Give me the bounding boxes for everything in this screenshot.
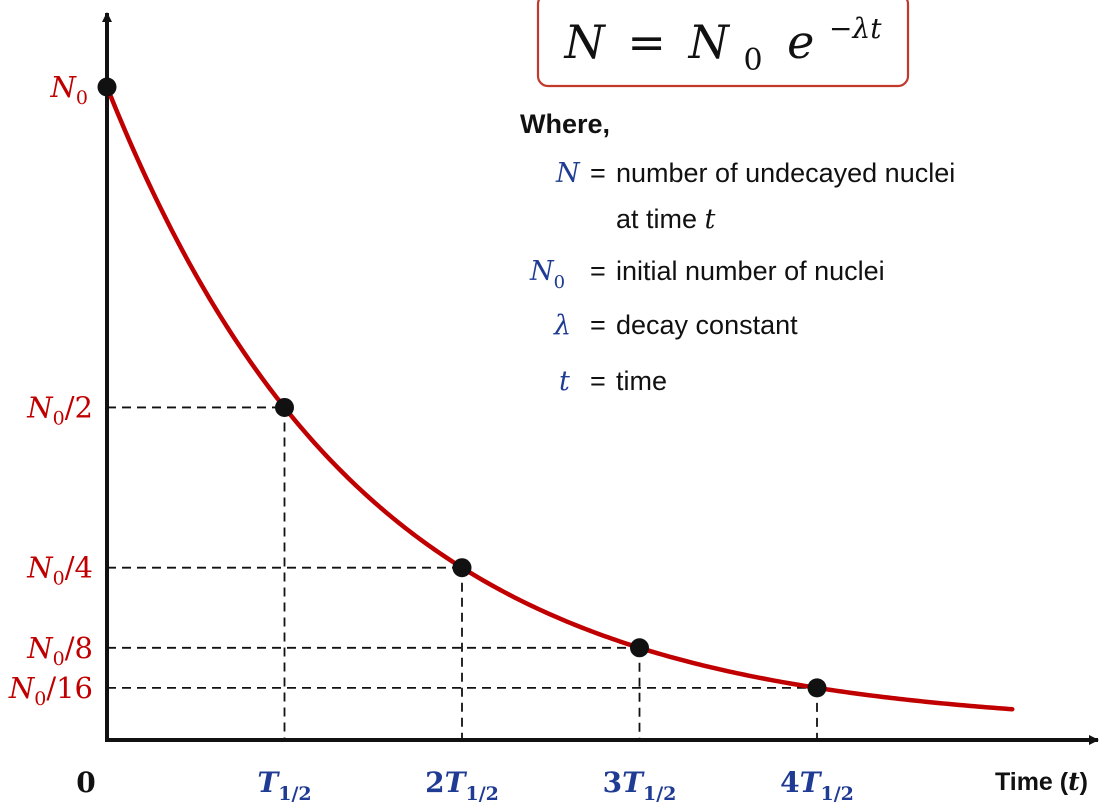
data-point — [630, 638, 649, 658]
equation-text: N = N 0 e −λt — [564, 12, 883, 81]
legend-description: initial number of nuclei — [616, 256, 885, 286]
legend-heading: Where, — [520, 109, 610, 139]
y-tick-subscript: 0 — [53, 648, 65, 670]
legend-item-n0: N0 = initial number of nuclei — [529, 256, 885, 293]
legend-item-lambda: λ = decay constant — [553, 310, 798, 341]
data-point — [452, 558, 472, 578]
data-point — [807, 678, 827, 698]
y-tick-subscript: 0 — [53, 568, 65, 590]
x-tick-subscript: 1/2 — [278, 783, 311, 805]
y-tick-label: N0/4 — [26, 551, 93, 590]
x-tick-label: 0 — [76, 766, 95, 799]
equation-box-frame — [536, 0, 910, 88]
x-tick-label: 2T1/2 — [425, 766, 499, 805]
y-tick-symbol: N — [26, 631, 54, 665]
y-tick-label: N0/16 — [8, 671, 93, 710]
x-tick-labels: 0 T1/2 2T1/2 3T1/2 4T1/2 — [76, 766, 854, 805]
x-tick-symbol: T — [800, 766, 823, 799]
equation-box: N = N 0 e −λt — [536, 0, 910, 88]
y-tick-subscript: 0 — [53, 407, 65, 429]
legend-description: decay constant — [616, 310, 798, 340]
x-tick-label: 3T1/2 — [603, 766, 677, 805]
y-tick-label: N0 — [50, 70, 88, 109]
x-tick-coefficient: 2 — [425, 766, 444, 799]
y-tick-fraction: /16 — [46, 671, 93, 705]
y-tick-subscript: 0 — [34, 688, 46, 710]
legend-equals: = — [590, 158, 606, 188]
legend-symbol: λ — [553, 310, 571, 341]
legend-symbol: N — [555, 158, 581, 189]
x-tick-symbol: T — [445, 766, 468, 799]
legend-symbol: N0 — [529, 256, 565, 293]
y-tick-label: N0/8 — [26, 631, 93, 670]
legend-equals: = — [590, 366, 606, 396]
legend-description: time — [616, 366, 667, 396]
x-tick-coefficient: 0 — [76, 766, 95, 799]
x-axis-label: Time (t) — [995, 767, 1088, 796]
legend-symbol: t — [559, 366, 570, 397]
x-tick-subscript: 1/2 — [465, 783, 498, 805]
x-tick-subscript: 1/2 — [643, 783, 676, 805]
legend-equals: = — [590, 310, 606, 340]
x-tick-subscript: 1/2 — [820, 783, 853, 805]
y-tick-fraction: /4 — [65, 551, 93, 585]
legend-item-t: t = time — [559, 366, 667, 397]
legend-item-n: N = number of undecayed nuclei at time t — [555, 158, 955, 235]
decay-curve — [104, 84, 1015, 712]
y-tick-symbol: N — [26, 390, 54, 424]
x-tick-label: 4T1/2 — [780, 766, 854, 805]
x-tick-label: T1/2 — [257, 766, 311, 805]
data-point — [97, 77, 117, 97]
y-tick-label: N0/2 — [26, 390, 93, 429]
y-tick-fraction: /2 — [65, 390, 93, 424]
x-tick-coefficient: 4 — [780, 766, 799, 799]
legend-equals: = — [590, 256, 606, 286]
y-tick-symbol: N — [8, 671, 36, 705]
y-tick-fraction: /8 — [65, 631, 93, 665]
data-points — [97, 77, 827, 698]
x-tick-coefficient: 3 — [603, 766, 622, 799]
legend-description: number of undecayed nuclei — [616, 158, 955, 188]
x-tick-symbol: T — [622, 766, 645, 799]
y-tick-symbol: N — [26, 551, 54, 585]
legend: Where, N = number of undecayed nuclei at… — [520, 109, 955, 397]
x-tick-symbol: T — [257, 766, 280, 799]
y-tick-subscript: 0 — [76, 87, 88, 109]
legend-description-line2: at time t — [616, 204, 716, 235]
y-tick-symbol: N — [50, 70, 78, 104]
data-point — [275, 397, 294, 417]
